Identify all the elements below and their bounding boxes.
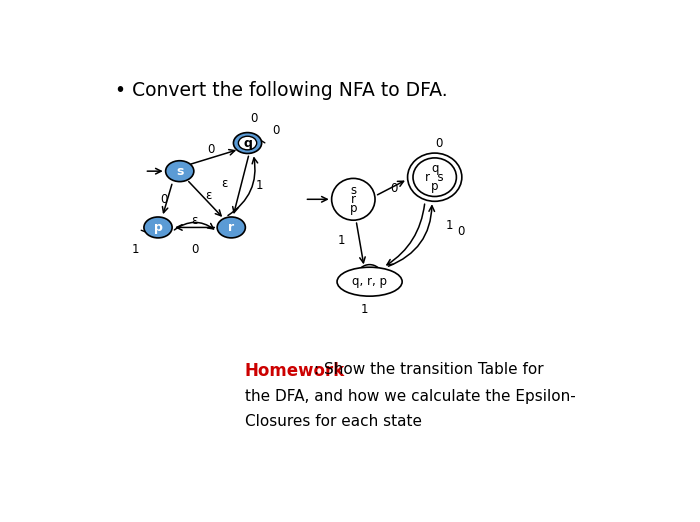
Text: 1: 1 [360,303,368,315]
Text: 0: 0 [251,112,258,125]
Circle shape [144,217,172,238]
Text: 1: 1 [256,179,263,192]
Text: Closures for each state: Closures for each state [245,414,422,429]
Text: : Show the transition Table for: : Show the transition Table for [314,362,544,377]
Circle shape [233,133,262,153]
Circle shape [239,136,257,150]
Text: • Convert the following NFA to DFA.: • Convert the following NFA to DFA. [115,81,447,100]
Text: 0: 0 [457,225,464,238]
Text: the DFA, and how we calculate the Epsilon-: the DFA, and how we calculate the Epsilo… [245,389,575,405]
Text: 1: 1 [337,234,345,247]
Text: q: q [431,162,438,175]
Ellipse shape [407,153,462,201]
Text: Homework: Homework [245,362,345,380]
Circle shape [166,161,194,182]
Text: 0: 0 [207,144,215,157]
Text: s: s [176,164,183,177]
Text: 0: 0 [160,193,167,206]
Text: p: p [349,201,357,215]
Text: r: r [228,221,235,234]
Ellipse shape [332,179,375,220]
Text: ε: ε [205,189,211,202]
Text: 1: 1 [132,243,139,256]
Text: 0: 0 [191,243,198,256]
Text: ε: ε [192,213,198,227]
Text: 0: 0 [435,137,442,150]
Text: 1: 1 [446,219,454,232]
Text: q, r, p: q, r, p [352,275,387,288]
Text: q: q [243,137,252,149]
Text: r: r [351,193,356,206]
Text: 0: 0 [391,182,398,195]
Ellipse shape [337,267,402,296]
Text: r  s: r s [426,171,444,184]
Text: ε: ε [221,177,228,189]
Text: 0: 0 [272,124,279,137]
Text: s: s [350,184,356,197]
Text: p: p [431,180,438,193]
Text: p: p [153,221,162,234]
Circle shape [217,217,246,238]
